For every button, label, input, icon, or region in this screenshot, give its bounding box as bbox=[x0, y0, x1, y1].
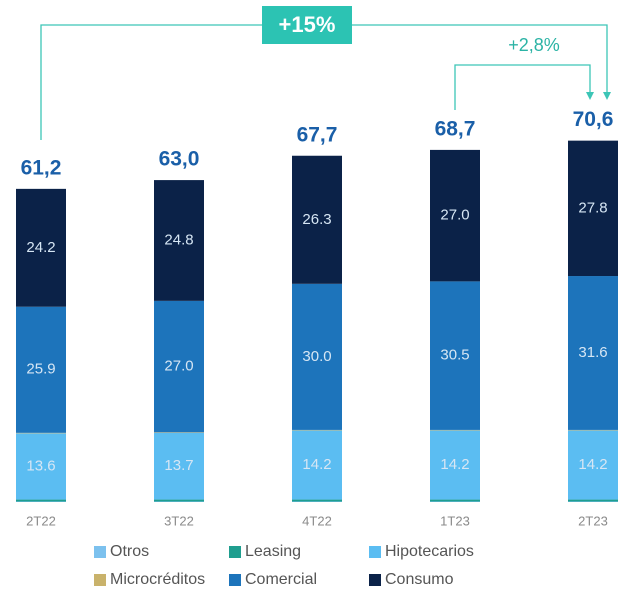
bar-segment bbox=[292, 430, 342, 500]
data-label: 30.0 bbox=[302, 348, 331, 365]
legend-label: Comercial bbox=[245, 571, 317, 588]
x-tick-label: 3T22 bbox=[164, 513, 194, 528]
total-label: 63,0 bbox=[159, 148, 200, 171]
legend-swatch bbox=[369, 546, 381, 558]
bar-segment bbox=[154, 180, 204, 301]
bar-segment bbox=[154, 499, 204, 502]
bar-segment bbox=[430, 281, 480, 430]
bar-segment bbox=[568, 276, 618, 430]
bar-segment bbox=[16, 433, 66, 500]
data-label: 31.6 bbox=[578, 344, 607, 361]
legend-swatch bbox=[229, 574, 241, 586]
bar-segment bbox=[16, 306, 66, 433]
annotation: +15% bbox=[279, 12, 336, 37]
data-label: 27.8 bbox=[578, 199, 607, 216]
bar-segment bbox=[292, 155, 342, 284]
x-tick-label: 2T22 bbox=[26, 513, 56, 528]
legend-swatch bbox=[94, 546, 106, 558]
legend-swatch bbox=[369, 574, 381, 586]
bar-segment bbox=[16, 188, 66, 307]
data-label: 27.0 bbox=[440, 207, 469, 224]
total-label: 68,7 bbox=[435, 117, 476, 140]
bar-segment bbox=[568, 499, 618, 502]
total-label: 67,7 bbox=[297, 123, 338, 146]
legend-label: Otros bbox=[110, 543, 149, 560]
annotation-box bbox=[262, 6, 352, 44]
bracket-line bbox=[40, 24, 262, 140]
bar-segment bbox=[568, 140, 618, 277]
data-label: 14.2 bbox=[302, 456, 331, 473]
bracket-line bbox=[352, 24, 608, 97]
data-label: 14.2 bbox=[440, 456, 469, 473]
legend-swatch bbox=[229, 546, 241, 558]
growth-bracket bbox=[40, 24, 611, 140]
data-label: 13.7 bbox=[164, 457, 193, 474]
bar-segment bbox=[154, 300, 204, 433]
x-tick-label: 2T23 bbox=[578, 513, 608, 528]
bar-segment bbox=[154, 432, 204, 500]
bar-segment bbox=[430, 149, 480, 282]
bar-segment bbox=[292, 283, 342, 430]
annotation: +2,8% bbox=[508, 35, 560, 55]
legend-label: Microcréditos bbox=[110, 571, 205, 588]
bar-segment bbox=[292, 499, 342, 502]
data-label: 26.3 bbox=[302, 211, 331, 228]
legend-label: Leasing bbox=[245, 543, 301, 560]
legend-label: Hipotecarios bbox=[385, 543, 474, 560]
data-label: 14.2 bbox=[578, 456, 607, 473]
legend-label: Consumo bbox=[385, 571, 454, 588]
total-label: 61,2 bbox=[21, 156, 62, 179]
legend-swatch bbox=[94, 574, 106, 586]
bracket-line bbox=[454, 64, 591, 110]
arrow-head bbox=[586, 92, 611, 100]
x-tick-label: 1T23 bbox=[440, 513, 470, 528]
data-label: 24.2 bbox=[26, 239, 55, 256]
data-label: 24.8 bbox=[164, 231, 193, 248]
data-label: 30.5 bbox=[440, 347, 469, 364]
bar-segment bbox=[568, 430, 618, 500]
data-label: 13.6 bbox=[26, 457, 55, 474]
data-label: 27.0 bbox=[164, 358, 193, 375]
bar-segment bbox=[16, 499, 66, 502]
bar-segment bbox=[430, 499, 480, 502]
x-tick-label: 4T22 bbox=[302, 513, 332, 528]
data-label: 25.9 bbox=[26, 361, 55, 378]
bar-segment bbox=[430, 430, 480, 500]
total-label: 70,6 bbox=[573, 108, 614, 131]
